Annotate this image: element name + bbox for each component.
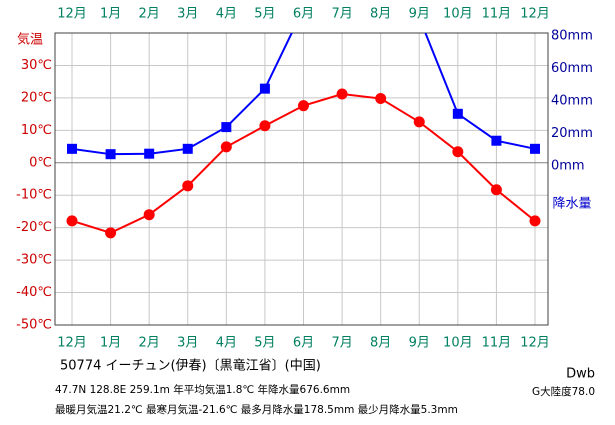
precip-marker [452,108,463,119]
x-tick-label: 8月 [370,336,391,351]
precip-marker [105,149,116,160]
temp-marker [490,184,502,196]
y-tick-label: -20℃ [16,220,52,235]
precip-marker [259,83,270,94]
precip-marker [144,148,155,159]
y2-tick-label: 40mm [551,93,593,108]
temp-marker [413,116,425,128]
extremes: 最暖月気温21.2℃ 最寒月気温-21.6℃ 最多月降水量178.5mm 最少月… [55,403,458,416]
precip-marker [221,122,232,133]
temp-marker [66,215,78,227]
x-tick-label: 5月 [254,7,275,22]
x-tick-label: 4月 [216,7,237,22]
temp-marker [529,215,541,227]
info: 47.7N 128.8E 259.1m 年平均気温1.8℃ 年降水量676.6m… [55,383,350,396]
precip-marker [530,143,540,154]
x-tick-label: 11月 [482,7,512,22]
y-tick-label: 10℃ [21,123,52,138]
x-tick-label: 9月 [409,7,430,22]
x-tick-label: 7月 [331,7,352,22]
temp-marker [220,141,232,153]
precip-axis-label: 降水量 [552,197,591,212]
temp-marker [298,100,309,112]
temp-marker [143,209,155,221]
temp-marker [182,180,194,192]
x-tick-label: 6月 [293,7,314,22]
x-tick-label: 12月 [57,336,87,351]
temp-axis-label: 気温 [17,32,43,48]
x-tick-label: 12月 [520,7,550,22]
climate-class: Dwb [566,367,595,382]
x-tick-label: 7月 [331,336,352,351]
continentality: G大陸度78.0 [532,385,595,398]
y-tick-label: 0℃ [29,155,52,170]
plot-area [66,33,541,239]
precip-marker [67,143,77,154]
y2-tick-label: 0mm [551,158,585,173]
y-tick-label: -40℃ [16,285,52,300]
temp-marker [336,88,348,100]
y2-tick-label: 80mm [551,29,593,44]
temp-marker [375,93,387,105]
y-tick-label: 20℃ [21,90,52,105]
precip-marker [182,143,193,154]
x-tick-label: 5月 [254,336,275,351]
temp-marker [259,120,271,132]
x-tick-label: 10月 [443,336,473,351]
x-tick-label: 9月 [409,336,430,351]
x-tick-label: 3月 [177,7,198,22]
x-tick-label: 2月 [139,7,160,22]
x-tick-label: 1月 [100,7,121,22]
plot-border [54,32,549,326]
y-tick-label: 30℃ [21,58,52,73]
x-tick-label: 12月 [57,7,87,22]
x-tick-label: 3月 [177,336,198,351]
x-tick-label: 2月 [139,336,160,351]
x-tick-label: 8月 [370,7,391,22]
y2-tick-label: 60mm [551,61,593,76]
y-tick-label: -10℃ [16,188,52,203]
x-tick-label: 10月 [443,7,473,22]
y-tick-label: -50℃ [16,318,52,333]
temp-marker [452,146,464,158]
x-tick-label: 12月 [520,336,550,351]
x-tick-label: 1月 [100,336,121,351]
precip-marker [491,135,502,146]
station: 50774 イーチュン(伊春)〔黒竜江省〕(中国) [60,359,321,374]
y-tick-label: -30℃ [16,253,52,268]
temp-marker [105,227,117,239]
x-tick-label: 11月 [482,336,512,351]
x-tick-label: 4月 [216,336,237,351]
y2-tick-label: 20mm [551,126,593,141]
x-tick-label: 6月 [293,336,314,351]
